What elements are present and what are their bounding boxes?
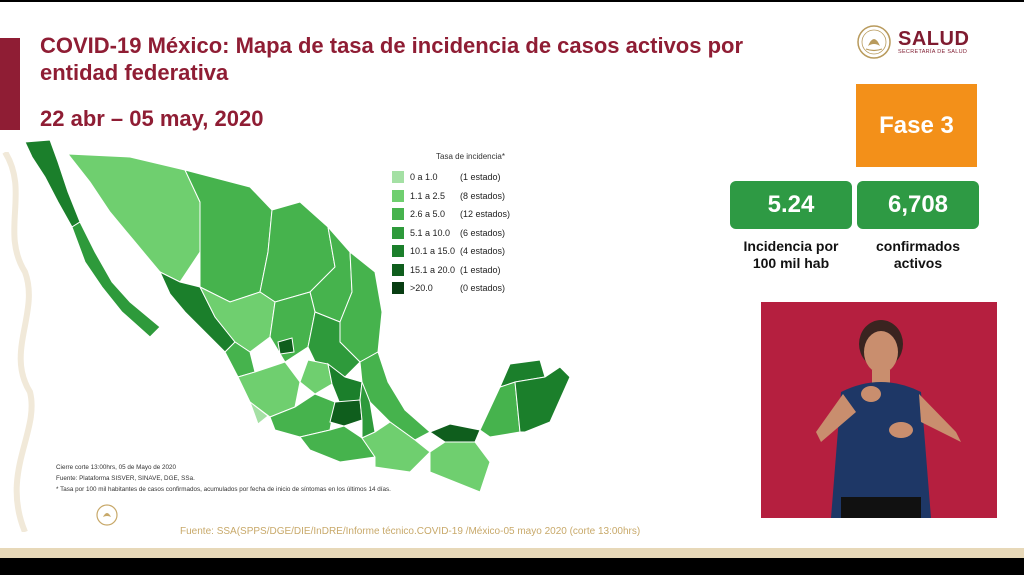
state-baja-california[interactable]	[24, 139, 81, 228]
state-quintana-roo[interactable]	[514, 366, 571, 433]
note-fuente: Fuente: Plataforma SISVER, SINAVE, DGE, …	[56, 475, 195, 482]
bottom-bar	[0, 548, 1024, 558]
legend-item: 0 a 1.0 (1 estado)	[392, 168, 542, 187]
interpreter-figure	[761, 302, 997, 518]
mexico-map	[24, 139, 571, 492]
slide: COVID-19 México: Mapa de tasa de inciden…	[0, 2, 1024, 548]
legend-item: 2.6 a 5.0 (12 estados)	[392, 205, 542, 224]
legend-count: (0 estados)	[460, 283, 506, 294]
legend-range: 15.1 a 20.0	[410, 264, 456, 275]
state-yucatan[interactable]	[499, 359, 546, 388]
legend-count: (1 estado)	[460, 172, 501, 183]
legend-range: 1.1 a 2.5	[410, 190, 446, 201]
note-cierre: Cierre corte 13:00hrs, 05 de Mayo de 202…	[56, 464, 177, 471]
phase-badge: Fase 3	[856, 84, 977, 167]
legend: Tasa de incidencia* 0 a 1.0 (1 estado) 1…	[392, 152, 542, 298]
active-cases-label-line1: confirmados	[875, 238, 960, 254]
state-tabasco[interactable]	[428, 423, 481, 443]
eagle-seal-icon	[857, 25, 891, 59]
incidence-label-line1: Incidencia por	[743, 238, 839, 254]
legend-item: 10.1 a 15.0 (4 estados)	[392, 242, 542, 261]
page-title: COVID-19 México: Mapa de tasa de inciden…	[40, 33, 744, 85]
legend-range: 0 a 1.0	[410, 172, 438, 183]
legend-count: (4 estados)	[460, 246, 506, 257]
legend-item: 1.1 a 2.5 (8 estados)	[392, 187, 542, 206]
legend-item: 15.1 a 20.0 (1 estado)	[392, 261, 542, 280]
incidence-label: Incidencia por 100 mil hab	[730, 238, 852, 272]
legend-swatch	[392, 171, 404, 184]
source-footer: Fuente: SSA(SPPS/DGE/DIE/InDRE/Informe t…	[180, 526, 641, 537]
active-cases-label-line2: activos	[893, 255, 943, 271]
small-seal-icon	[96, 504, 118, 526]
state-baja-california-sur[interactable]	[71, 221, 161, 338]
state-colima[interactable]	[248, 400, 269, 425]
legend-range: 10.1 a 15.0	[410, 246, 456, 257]
legend-count: (1 estado)	[460, 264, 501, 275]
incidence-value: 5.24	[730, 181, 852, 229]
legend-swatch	[392, 226, 404, 239]
state-nayarit[interactable]	[224, 341, 256, 378]
legend-count: (12 estados)	[460, 209, 511, 220]
logo-subtitle: SECRETARÍA DE SALUD	[898, 49, 968, 55]
legend-item: 5.1 a 10.0 (6 estados)	[392, 224, 542, 243]
state-chiapas[interactable]	[429, 441, 491, 492]
legend-swatch	[392, 263, 404, 276]
legend-swatch	[392, 208, 404, 221]
state-san-luis-potosi[interactable]	[307, 311, 361, 378]
legend-swatch	[392, 245, 404, 258]
state-campeche[interactable]	[479, 381, 521, 438]
accent-bar	[0, 38, 20, 130]
interpreter-video	[761, 302, 997, 518]
legend-swatch	[392, 189, 404, 202]
legend-count: (8 estados)	[460, 190, 506, 201]
legend-range: >20.0	[410, 283, 433, 294]
date-range: 22 abr – 05 may, 2020	[40, 106, 264, 131]
active-cases-label: confirmados activos	[857, 238, 979, 272]
legend-title: Tasa de incidencia*	[436, 152, 505, 161]
state-mexico-cdmx[interactable]	[329, 399, 363, 427]
decorative-pattern	[2, 152, 35, 532]
salud-logo: SALUD SECRETARÍA DE SALUD	[856, 24, 969, 60]
map-notes: Cierre corte 13:00hrs, 05 de Mayo de 202…	[56, 462, 391, 495]
note-tasa: * Tasa por 100 mil habitantes de casos c…	[56, 486, 391, 493]
legend-item: >20.0 (0 estados)	[392, 279, 542, 298]
state-aguascalientes[interactable]	[277, 337, 295, 355]
logo-name: SALUD	[898, 28, 970, 50]
state-guanajuato[interactable]	[299, 359, 333, 395]
legend-count: (6 estados)	[460, 227, 506, 238]
legend-swatch	[392, 282, 404, 295]
active-cases-value: 6,708	[857, 181, 979, 229]
incidence-label-line2: 100 mil hab	[752, 255, 830, 271]
legend-range: 2.6 a 5.0	[410, 209, 446, 220]
legend-range: 5.1 a 10.0	[410, 227, 451, 238]
